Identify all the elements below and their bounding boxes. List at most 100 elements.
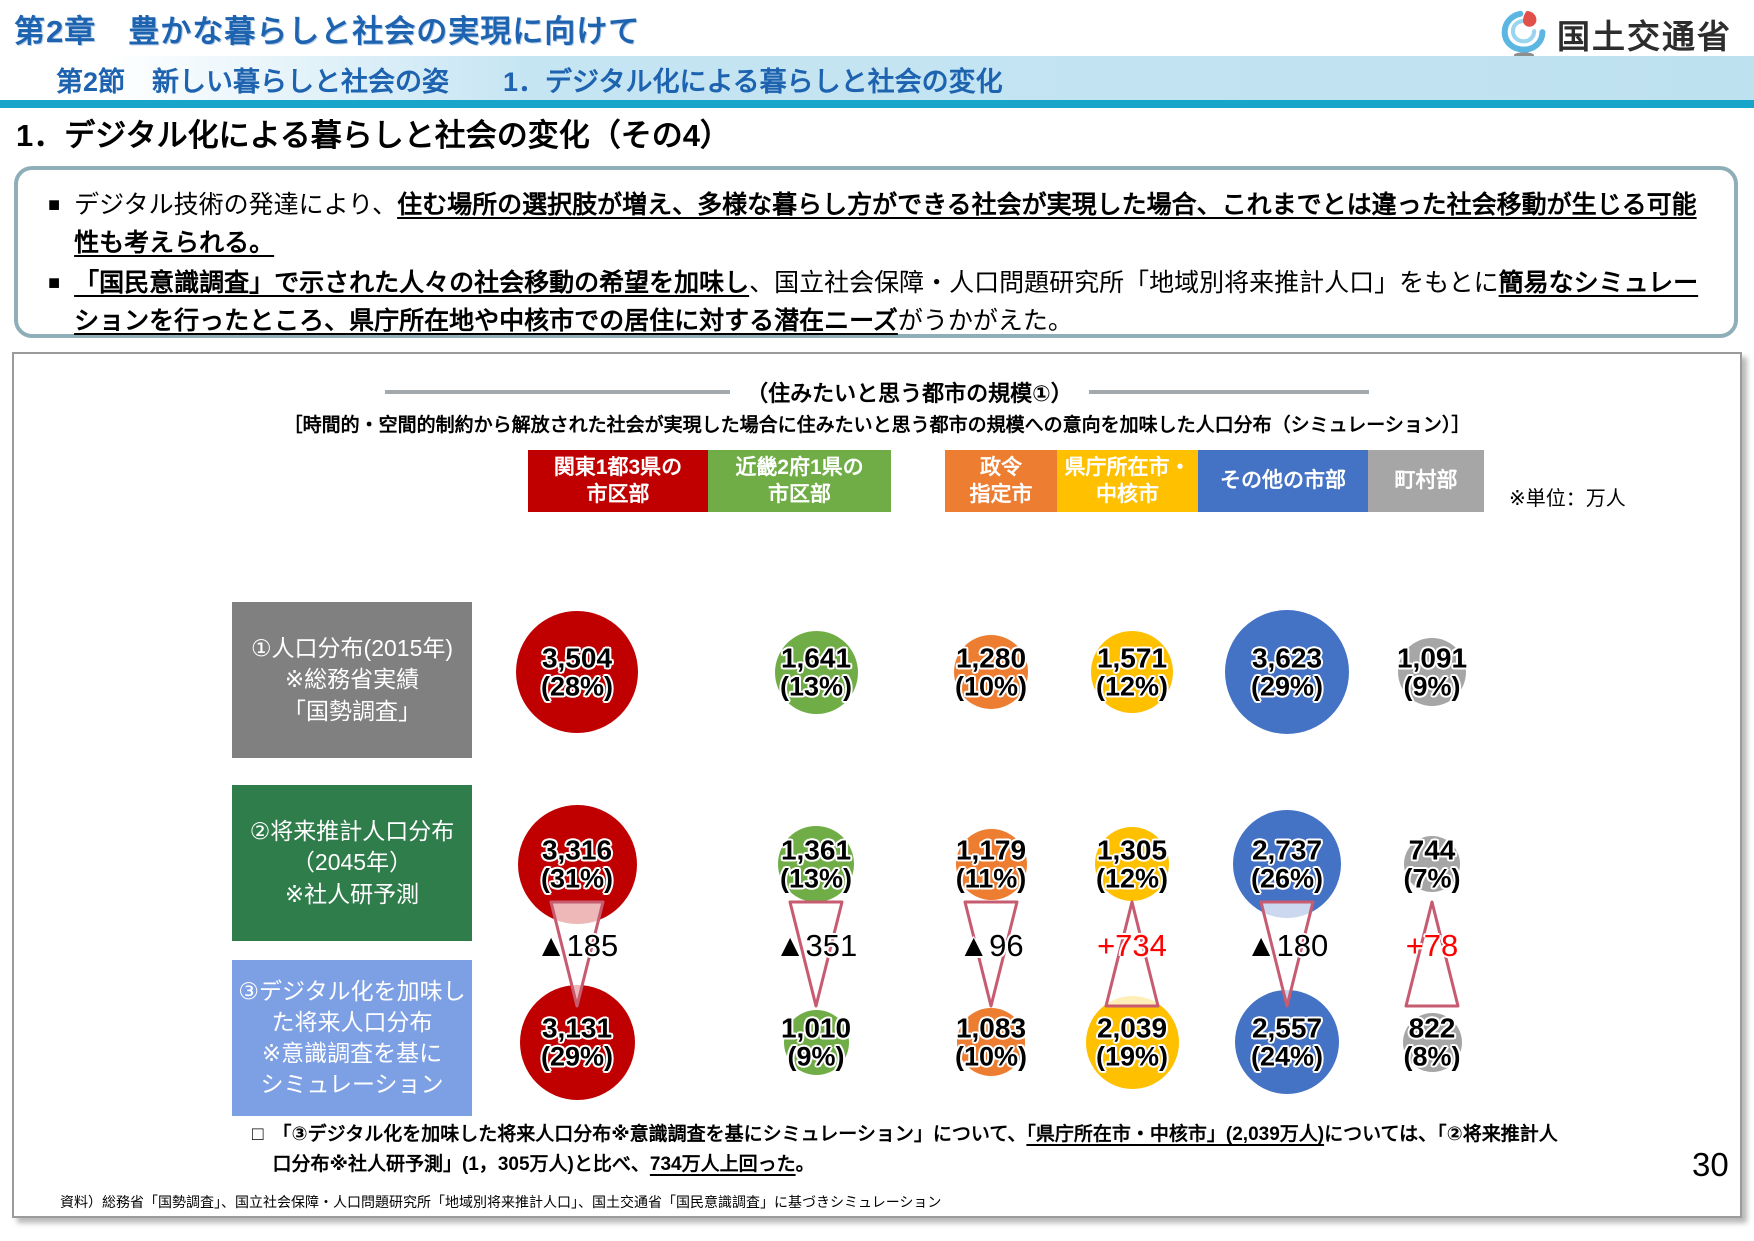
bubble-value: 3,316 (31%)	[541, 835, 613, 892]
delta-value: +78	[1405, 928, 1459, 963]
text-segment: 「③デジタル化を加味した将来人口分布※意識調査を基にシミュレーション」について、	[272, 1124, 1027, 1145]
footnote: □ 「③デジタル化を加味した将来人口分布※意識調査を基にシミュレーション」につい…	[252, 1120, 1562, 1180]
column-header-line: 政令	[980, 455, 1022, 479]
row-label-1: ②将来推計人口分布 （2045年） ※社人研予測	[232, 785, 472, 941]
square-bullet-icon: ■	[48, 272, 61, 294]
bubble-value-number: 1,091	[1396, 642, 1468, 674]
summary-bullet-0: ■ デジタル技術の発達により、住む場所の選択肢が増え、多様な暮らし方ができる社会が…	[48, 186, 1708, 262]
column-header-line: 中核市	[1096, 483, 1159, 506]
bubble-value: 3,504 (28%)	[541, 643, 613, 700]
column-header-line: 近畿2府1県の	[735, 455, 864, 479]
bubble-value: 822 (8%)	[1403, 1013, 1460, 1070]
column-header-line: 市区部	[768, 483, 831, 506]
bubble-value-number: 2,737	[1251, 834, 1323, 866]
bubble-value-number: 3,504	[541, 642, 613, 674]
square-bullet-icon: □	[252, 1124, 264, 1145]
bubble-value: 2,039 (19%)	[1096, 1013, 1168, 1070]
bubble-value-number: 1,179	[955, 834, 1027, 866]
bubble-r0c2: 1,280 (10%)	[954, 635, 1028, 709]
column-header-line: 指定市	[969, 483, 1033, 506]
text-segment: 。	[795, 1154, 815, 1175]
footnote-text: 「③デジタル化を加味した将来人口分布※意識調査を基にシミュレーション」について、…	[272, 1120, 1562, 1180]
decrease-arrow-icon	[956, 898, 1026, 1010]
bubble-value: 3,623 (29%)	[1251, 643, 1323, 700]
text-segment: 簡易なシミュレーションを行ったところ、県庁所在地や中核市での居住に対する潜在ニー…	[74, 269, 1699, 335]
bubble-value: 1,361 (13%)	[780, 835, 852, 892]
row-label-line: シミュレーション	[260, 1071, 444, 1098]
column-header-3: 県庁所在市・ 中核市	[1057, 450, 1198, 512]
increase-arrow-icon	[1397, 898, 1467, 1010]
bubble-value-number: 744	[1408, 834, 1456, 866]
bubble-value-percent: (10%)	[954, 671, 1028, 702]
bubble-value-number: 3,316	[541, 834, 613, 866]
row-label-line: ②将来推計人口分布	[249, 818, 455, 845]
summary-bullet-text: 「国民意識調査」で示された人々の社会移動の希望を加味し、国立社会保障・人口問題研…	[74, 264, 1708, 340]
column-header-0: 関東1都3県の 市区部	[528, 450, 708, 512]
row-label-line: ※意識調査を基に	[261, 1040, 443, 1066]
bubble-value-percent: (9%)	[787, 1041, 845, 1072]
row-label-line: （2045年）	[291, 849, 413, 876]
bubble-value-number: 1,280	[955, 642, 1027, 674]
row-label-0: ①人口分布(2015年) ※総務省実績 「国勢調査」	[232, 602, 472, 758]
page-number: 30	[1692, 1146, 1729, 1183]
bubble-value-percent: (31%)	[540, 863, 614, 894]
bubble-value: 1,280 (10%)	[955, 643, 1027, 700]
bubble-r2c1: 1,010 (9%)	[781, 1009, 851, 1075]
row-label-2: ③デジタル化を加味し た将来人口分布 ※意識調査を基に シミュレーション	[232, 960, 472, 1116]
delta-value: ▲185	[535, 928, 619, 963]
bubble-value-percent: (19%)	[1095, 1041, 1169, 1072]
summary-bullet-1: ■ 「国民意識調査」で示された人々の社会移動の希望を加味し、国立社会保障・人口問題…	[48, 264, 1708, 340]
section-bar-title: 第2節 新しい暮らしと社会の姿 1．デジタル化による暮らしと社会の変化	[56, 67, 1003, 97]
bubble-value-percent: (28%)	[540, 671, 614, 702]
bubble-value-percent: (11%)	[955, 863, 1027, 894]
column-header-line: 町村部	[1394, 469, 1458, 493]
column-header-line: その他の市部	[1220, 469, 1346, 493]
bubble-value: 1,083 (10%)	[955, 1013, 1027, 1070]
delta-value: ▲180	[1245, 928, 1329, 963]
bubble-value-percent: (12%)	[1095, 671, 1169, 702]
bubble-r1c4: 2,737 (26%)	[1233, 810, 1341, 918]
bubble-value-percent: (9%)	[1403, 671, 1461, 702]
bubble-value: 1,010 (9%)	[781, 1013, 851, 1070]
chart-panel: （住みたいと思う都市の規模①） ［時間的・空間的制約から解放された社会が実現した…	[12, 352, 1742, 1218]
bubble-value: 2,557 (24%)	[1251, 1013, 1323, 1070]
summary-bullets: ■ デジタル技術の発達により、住む場所の選択肢が増え、多様な暮らし方ができる社会が…	[48, 186, 1708, 340]
bubble-r0c5: 1,091 (9%)	[1397, 638, 1467, 706]
text-segment: 、国立社会保障・人口問題研究所「地域別将来推計人口」をもとに	[749, 269, 1499, 297]
bubble-value-percent: (29%)	[1250, 671, 1324, 702]
text-segment: がうかがえた。	[897, 307, 1073, 335]
column-header-2: 政令 指定市	[945, 450, 1057, 512]
decrease-arrow-icon	[542, 898, 612, 1010]
delta-value: ▲351	[774, 928, 858, 963]
column-header-line: 県庁所在市・	[1064, 455, 1191, 479]
bubble-r1c3: 1,305 (12%)	[1095, 827, 1169, 901]
chapter-title: 第2章 豊かな暮らしと社会の実現に向けて	[14, 14, 641, 49]
delta-value: +734	[1097, 928, 1167, 963]
bubble-r1c2: 1,179 (11%)	[955, 828, 1027, 900]
section-bar	[0, 56, 1754, 100]
column-header-line: 関東1都3県の	[553, 455, 683, 479]
bubble-value: 1,571 (12%)	[1096, 643, 1168, 700]
bubble-value: 1,091 (9%)	[1397, 643, 1467, 700]
column-header-4: その他の市部	[1198, 450, 1368, 512]
title-rule-left	[385, 390, 731, 394]
bubble-value-number: 1,083	[955, 1012, 1027, 1044]
unit-note: ※単位：万人	[1509, 488, 1626, 510]
increase-arrow-icon	[1097, 898, 1167, 1010]
page-title: 1．デジタル化による暮らしと社会の変化（その4）	[16, 118, 731, 153]
text-segment: 「県庁所在市・中核市」(2,039万人)	[1026, 1124, 1325, 1145]
bubble-r0c3: 1,571 (12%)	[1091, 631, 1173, 713]
column-header-line: 市区部	[586, 483, 650, 506]
bubble-value-percent: (29%)	[540, 1041, 614, 1072]
text-segment: デジタル技術の発達により、	[74, 191, 398, 219]
bubble-value-number: 1,361	[780, 834, 852, 866]
bubble-value-percent: (8%)	[1403, 1041, 1461, 1072]
row-label-line: ③デジタル化を加味し	[238, 977, 466, 1004]
bubble-r2c5: 822 (8%)	[1402, 1012, 1462, 1072]
square-bullet-icon: ■	[48, 194, 61, 216]
bubble-value-number: 1,641	[780, 642, 852, 674]
row-label-line: ※総務省実績	[284, 666, 420, 693]
bubble-value: 1,305 (12%)	[1096, 835, 1168, 892]
mlit-logo-icon	[1501, 10, 1546, 59]
